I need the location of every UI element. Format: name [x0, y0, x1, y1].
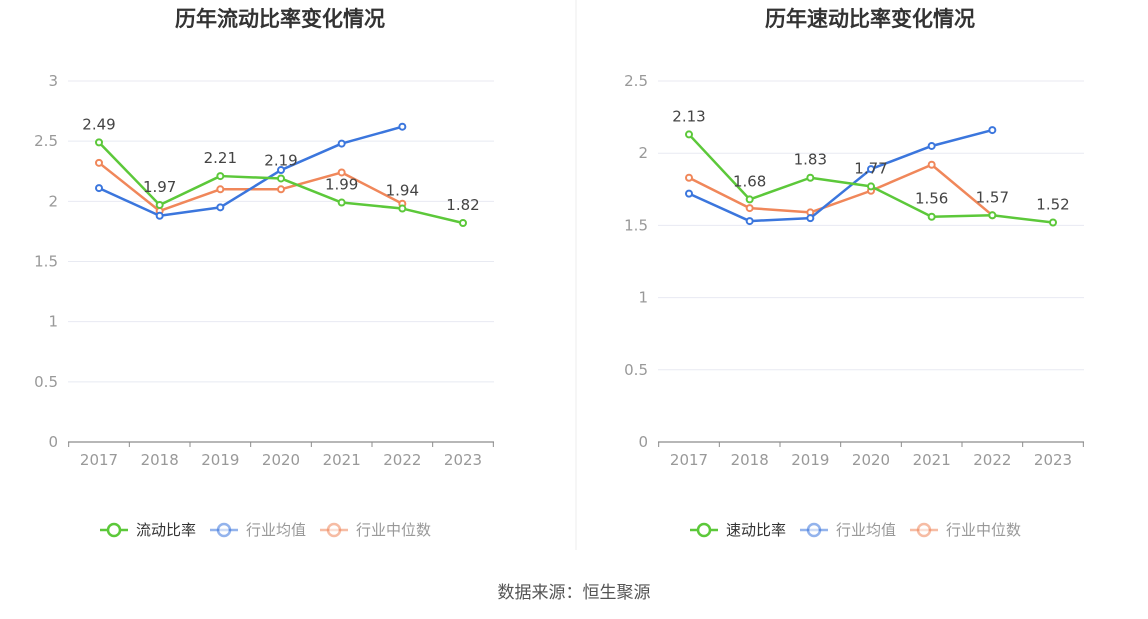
chart-1-data-label: 2.19	[264, 151, 297, 169]
chart-2-data-label: 1.83	[794, 151, 827, 169]
chart-2-y-tick-label: 2	[638, 144, 648, 162]
data-source-text: 数据来源：恒生聚源	[497, 583, 651, 603]
chart-2-legend-label-3: 行业中位数	[946, 521, 1021, 539]
chart-2-series-point-1	[988, 211, 997, 220]
chart-2-y-tick-label: 0	[638, 433, 648, 451]
chart-1-y-tick-label: 3	[48, 72, 58, 90]
chart-1-legend-marker-2	[216, 522, 232, 538]
chart-1-series-point-3	[277, 185, 285, 194]
chart-2-series-line-3	[688, 163, 994, 217]
chart-2-x-tick-label: 2022	[973, 451, 1011, 469]
chart-2-data-label: 1.68	[733, 172, 766, 190]
chart-2-x-tick-label: 2020	[852, 451, 890, 469]
chart-2-series-point-1	[685, 130, 693, 139]
chart-1-series-point-2	[277, 166, 285, 175]
chart-1-series-point-2	[155, 211, 164, 220]
chart-1-series-point-3	[95, 158, 103, 167]
chart-1-y-tick-label: 0.5	[34, 373, 58, 391]
chart-1-series-point-3	[216, 185, 225, 194]
chart-1-x-tick-label: 2023	[444, 451, 482, 469]
chart-1-data-label: 2.21	[204, 149, 237, 167]
chart-2-series-point-3	[685, 173, 693, 182]
chart-2-legend-label-1: 速动比率	[726, 521, 786, 539]
chart-1-legend-label-3: 行业中位数	[356, 521, 431, 539]
chart-2-series-point-2	[867, 165, 875, 174]
chart-2-series-point-2	[745, 217, 754, 226]
chart-2-y-tick-label: 1.5	[624, 216, 648, 234]
chart-2-title: 历年速动比率变化情况	[765, 7, 975, 31]
chart-2-legend-label-2: 行业均值	[836, 521, 896, 539]
chart-2-x-tick-label: 2023	[1034, 451, 1072, 469]
chart-1-y-tick-label: 1	[48, 313, 58, 331]
chart-2-data-label: 1.56	[915, 190, 948, 208]
chart-2-series-point-2	[806, 214, 815, 223]
chart-2-series-point-1	[1049, 218, 1057, 227]
chart-1-y-tick-label: 0	[48, 433, 58, 451]
chart-1-y-tick-label: 1.5	[34, 253, 58, 271]
chart-1-series-point-3	[337, 168, 346, 177]
chart-1-series-point-1	[398, 204, 407, 213]
chart-1-x-tick-label: 2017	[80, 451, 118, 469]
chart-1-x-tick-label: 2020	[262, 451, 300, 469]
chart-2-data-label: 2.13	[672, 107, 705, 125]
chart-1-legend-marker-1	[106, 522, 122, 538]
chart-1-y-tick-label: 2	[48, 192, 58, 210]
chart-2-y-tick-label: 0.5	[624, 361, 648, 379]
chart-1-y-tick-label: 2.5	[34, 132, 58, 150]
chart-2-series-point-1	[745, 195, 754, 204]
chart-1-series-point-2	[398, 122, 407, 131]
chart-2-series-point-1	[867, 182, 875, 191]
chart-1-series-point-2	[337, 139, 346, 148]
chart-2-legend-marker-3	[916, 522, 932, 538]
chart-1-legend-label-2: 行业均值	[246, 521, 306, 539]
chart-1-series-point-1	[337, 198, 346, 207]
chart-2-series-point-1	[806, 173, 815, 182]
chart-1-data-label: 1.94	[386, 182, 419, 200]
chart-1-data-label: 2.49	[82, 115, 115, 133]
chart-1-series-point-1	[277, 174, 285, 183]
chart-1-legend-label-1: 流动比率	[136, 521, 196, 539]
chart-1-x-tick-label: 2018	[141, 451, 179, 469]
chart-2-data-label: 1.52	[1036, 196, 1069, 214]
chart-1-data-label: 1.82	[446, 196, 479, 214]
chart-2-series-point-2	[685, 189, 693, 198]
chart-1-legend-marker-3	[326, 522, 342, 538]
chart-1-x-tick-label: 2021	[323, 451, 361, 469]
chart-2-series-point-1	[927, 212, 936, 221]
chart-1-data-label: 1.99	[325, 176, 358, 194]
chart-1-title: 历年流动比率变化情况	[175, 7, 385, 31]
chart-2-x-tick-label: 2018	[731, 451, 769, 469]
chart-1-series-point-1	[216, 172, 225, 181]
chart-2-series-point-3	[927, 160, 936, 169]
chart-2-series-line-2	[688, 128, 993, 223]
chart-1-series-point-1	[95, 138, 103, 147]
chart-2-legend-marker-1	[696, 522, 712, 538]
chart-1-series-line-2	[98, 125, 403, 218]
chart-2-x-tick-label: 2019	[791, 451, 829, 469]
chart-2-data-label: 1.77	[854, 159, 887, 177]
chart-1-x-tick-label: 2022	[383, 451, 421, 469]
chart-1-series-point-2	[95, 184, 103, 193]
chart-2-x-tick-label: 2021	[913, 451, 951, 469]
chart-2-series-point-2	[927, 141, 936, 150]
chart-2-series-point-2	[988, 126, 997, 135]
chart-2-legend-marker-2	[806, 522, 822, 538]
chart-1-x-tick-label: 2019	[201, 451, 239, 469]
chart-2-y-tick-label: 1	[638, 289, 648, 307]
chart-1-data-label: 1.97	[143, 178, 176, 196]
chart-1-series-point-1	[459, 218, 467, 227]
chart-1-series-point-1	[155, 200, 164, 209]
chart-2-data-label: 1.57	[976, 188, 1009, 206]
chart-2-y-tick-label: 2.5	[624, 72, 648, 90]
chart-1-series-point-2	[216, 203, 225, 212]
chart-2-x-tick-label: 2017	[670, 451, 708, 469]
chart-2-series-point-3	[745, 204, 754, 213]
